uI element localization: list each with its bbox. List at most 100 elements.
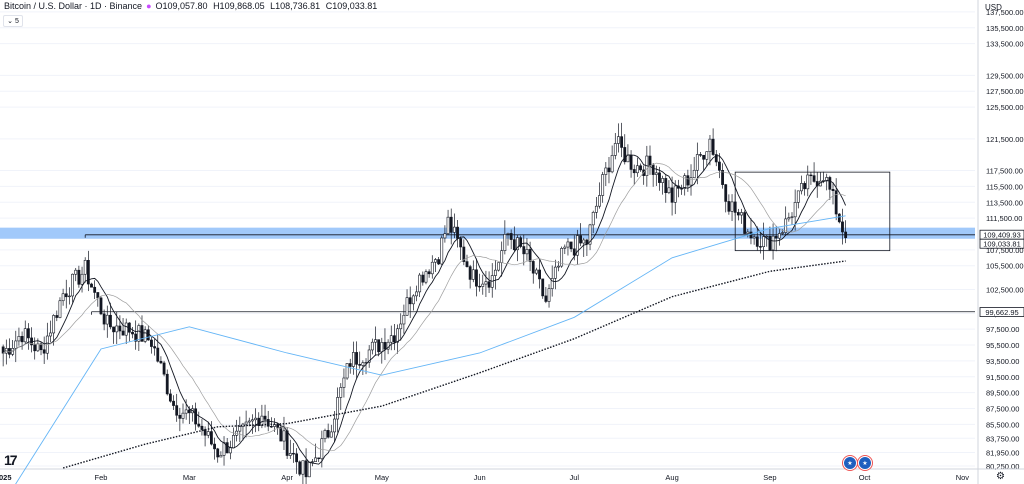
candle-body [841, 221, 844, 233]
candle-body [541, 278, 545, 297]
y-tick-label: 113,500.00 [986, 198, 1023, 207]
candle-body [553, 266, 557, 279]
candle-body [415, 291, 418, 297]
candle-body [295, 453, 299, 463]
candle-body [168, 393, 172, 402]
indicator-count: 5 [14, 17, 19, 25]
ma-line [62, 260, 846, 469]
candle-body [247, 420, 251, 423]
exchange-dot-icon: ● [146, 1, 152, 11]
candle-body [112, 326, 115, 333]
candle-body [102, 313, 106, 325]
candle-body [17, 336, 21, 342]
candle-body [143, 329, 147, 342]
candle-body [282, 430, 286, 442]
candle-body [509, 233, 513, 240]
x-tick-label: Aug [665, 473, 678, 482]
candle-body [292, 453, 295, 455]
candle-body [134, 333, 138, 342]
candle-body [329, 431, 333, 438]
candle-body [689, 177, 693, 186]
candle-body [695, 154, 699, 171]
candle-body [462, 246, 466, 262]
candle-body [83, 259, 87, 275]
chart-header: Bitcoin / U.S. Dollar · 1D · Binance ● O… [4, 1, 380, 11]
candle-body [613, 143, 617, 156]
candle-body [90, 283, 93, 288]
candle-body [560, 248, 564, 267]
candle-body [361, 362, 365, 366]
candle-body [576, 235, 579, 256]
candle-body [654, 172, 658, 175]
y-tick-label: 87,500.00 [986, 405, 1019, 414]
candle-body [475, 269, 478, 287]
price-tag-label: 109,033.81 [983, 240, 1021, 249]
indicators-toggle-button[interactable]: ⌄ 5 [3, 15, 23, 27]
candle-body [33, 344, 37, 352]
gear-icon[interactable]: ⚙ [996, 471, 1005, 482]
candle-body [639, 165, 642, 171]
candle-body [244, 421, 248, 425]
candle-body [749, 231, 753, 239]
candle-body [310, 461, 314, 463]
x-tick-label: Jun [474, 473, 486, 482]
candle-body [260, 415, 264, 426]
tradingview-logo-icon[interactable]: 17 [4, 452, 18, 468]
candle-body [790, 216, 794, 218]
us-flag-icon[interactable]: ★ [843, 456, 857, 470]
candle-body [594, 205, 598, 213]
candle-body [178, 414, 182, 419]
candle-body [424, 271, 428, 283]
collapse-chevron-icon: ⌄ [7, 18, 13, 25]
candle-body [468, 266, 472, 280]
currency-label[interactable]: USD [985, 3, 1002, 12]
y-tick-label: 81,950.00 [986, 449, 1019, 458]
candle-body [459, 238, 463, 248]
candle-body [673, 185, 677, 203]
candle-body [759, 246, 762, 248]
ma-line [15, 215, 846, 484]
candle-body [105, 314, 109, 325]
candle-body [721, 170, 724, 185]
candle-body [809, 174, 813, 177]
candle-body [307, 461, 311, 478]
candle-body [743, 212, 747, 234]
candle-body [563, 246, 567, 249]
price-tag [979, 307, 1024, 317]
candle-body [175, 405, 179, 416]
candle-body [228, 447, 232, 454]
candle-body [727, 201, 731, 212]
candle-body [740, 212, 743, 216]
x-tick-label: Jul [569, 473, 579, 482]
candle-body [216, 448, 220, 458]
candle-body [251, 419, 254, 422]
candle-body [497, 262, 500, 271]
candle-body [699, 154, 702, 156]
y-tick-label: 115,500.00 [986, 182, 1023, 191]
candle-body [257, 417, 261, 426]
candle-body [623, 147, 627, 163]
candle-body [194, 408, 198, 425]
candle-body [452, 226, 456, 233]
candle-body [86, 259, 90, 285]
candle-body [718, 161, 721, 171]
candle-body [768, 235, 772, 251]
candle-body [620, 136, 624, 148]
us-flag-icon[interactable]: ★ [858, 456, 872, 470]
high-value: H109,868.05 [213, 1, 265, 11]
candle-body [651, 164, 655, 175]
candle-body [683, 175, 687, 189]
y-tick-label: 97,500.00 [986, 325, 1019, 334]
candle-body [203, 429, 207, 436]
economic-events[interactable]: ★ ★ [843, 456, 872, 470]
candle-body [635, 165, 639, 174]
candle-body [238, 426, 242, 432]
candle-body [777, 233, 781, 239]
symbol-title[interactable]: Bitcoin / U.S. Dollar · 1D · Binance [4, 1, 143, 11]
candle-body [512, 239, 516, 251]
candle-body [837, 213, 841, 223]
candle-body [146, 329, 150, 341]
candle-body [456, 226, 459, 239]
candle-body [550, 278, 554, 289]
